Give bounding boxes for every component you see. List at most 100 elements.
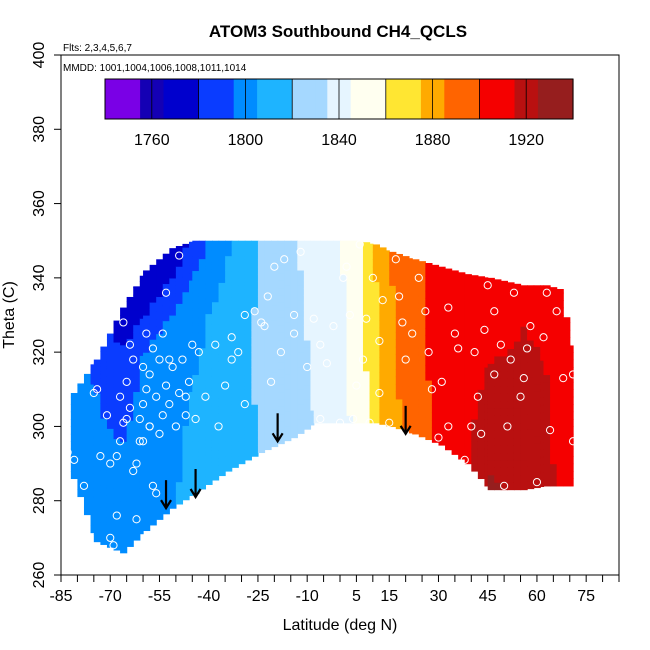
heatmap-cell [271, 409, 279, 418]
heatmap-cell [418, 332, 426, 341]
heatmap-cell [126, 345, 134, 354]
heatmap-cell [90, 421, 95, 430]
heatmap-cell [290, 400, 298, 409]
heatmap-cell [198, 243, 207, 252]
heatmap-cell [149, 361, 157, 370]
heatmap-cell [484, 307, 489, 316]
heatmap-cell [464, 404, 472, 413]
heatmap-cell [556, 419, 564, 428]
sample-point [106, 459, 115, 468]
heatmap-cell [520, 437, 528, 446]
heatmap-cell [333, 259, 341, 268]
heatmap-cell [507, 296, 515, 305]
heatmap-cell [389, 277, 397, 286]
heatmap-cell [563, 404, 571, 413]
heatmap-cell [113, 320, 121, 328]
heatmap-cell [225, 463, 233, 472]
heatmap-cell [231, 281, 239, 290]
heatmap-cell [277, 265, 285, 274]
heatmap-cell [120, 337, 128, 346]
heatmap-cell [290, 348, 298, 357]
heatmap-cell [198, 414, 207, 423]
heatmap-cell [277, 406, 285, 415]
heatmap-cell [156, 281, 164, 290]
heatmap-cell [149, 502, 157, 511]
heatmap-cell [90, 480, 95, 489]
heatmap-cell [143, 485, 151, 494]
heatmap-cell [264, 308, 272, 317]
heatmap-cell [192, 344, 200, 353]
heatmap-cell [313, 415, 321, 424]
heatmap-cell [550, 389, 558, 398]
heatmap-cell [189, 361, 193, 370]
heatmap-cell [205, 283, 213, 292]
heatmap-cell [369, 385, 374, 394]
heatmap-cell [477, 419, 486, 428]
heatmap-cell [563, 352, 571, 361]
heatmap-cell [362, 333, 371, 342]
heatmap-cell [189, 450, 193, 459]
heatmap-cell [458, 399, 466, 408]
heatmap-cell [120, 404, 128, 413]
heatmap-cell [477, 471, 486, 480]
heatmap-cell [438, 385, 446, 394]
heatmap-cell [277, 428, 285, 437]
x-tick-label: 60 [528, 588, 546, 605]
heatmap-cell [527, 399, 535, 408]
heatmap-cell [507, 482, 515, 491]
heatmap-cell [458, 325, 466, 334]
heatmap-cell [507, 311, 515, 320]
heatmap-cell [389, 381, 397, 390]
heatmap-cell [550, 352, 558, 361]
heatmap-cell [284, 306, 292, 315]
heatmap-cell [395, 265, 403, 274]
heatmap-cell [169, 374, 177, 383]
heatmap-cell [471, 374, 479, 383]
heatmap-cell [156, 303, 164, 312]
heatmap-cell [471, 275, 479, 279]
sample-point [119, 318, 128, 327]
heatmap-cell [244, 407, 252, 416]
heatmap-cell [500, 474, 508, 483]
heatmap-cell [198, 407, 207, 416]
heatmap-cell [120, 389, 128, 398]
sample-point [289, 310, 299, 320]
sample-point [385, 418, 394, 427]
colorbar-segment [163, 79, 176, 119]
heatmap-cell [126, 308, 134, 317]
heatmap-cell [126, 479, 134, 488]
heatmap-cell [418, 288, 426, 297]
heatmap-cell [412, 426, 420, 435]
heatmap-cell [169, 248, 177, 257]
sample-point [142, 385, 151, 394]
heatmap-cell [389, 255, 397, 264]
sample-point [148, 481, 158, 490]
heatmap-cell [412, 277, 420, 286]
heatmap-cell [106, 443, 115, 452]
heatmap-cell [379, 247, 387, 254]
heatmap-cell [143, 433, 151, 442]
heatmap-cell [297, 292, 305, 301]
heatmap-cell [205, 291, 213, 300]
heatmap-cell [500, 422, 508, 431]
heatmap-cell [395, 369, 403, 378]
heatmap-cell [372, 303, 380, 312]
heatmap-cell [120, 471, 128, 480]
heatmap-cell [192, 396, 200, 405]
heatmap-cell [211, 301, 220, 310]
colorbar-segment [198, 79, 211, 119]
heatmap-cell [438, 311, 446, 320]
heatmap-cell [218, 304, 226, 313]
heatmap-cell [231, 303, 239, 312]
heatmap-cell [120, 500, 128, 509]
heatmap-cell [445, 427, 453, 436]
sample-point [296, 247, 305, 256]
sample-point [181, 411, 190, 420]
heatmap-cell [484, 433, 489, 442]
heatmap-cell [192, 448, 200, 457]
heatmap-cell [310, 298, 315, 307]
heatmap-cell [340, 281, 348, 290]
heatmap-cell [540, 374, 545, 383]
heatmap-cell [550, 292, 558, 301]
heatmap-cell [133, 309, 141, 318]
